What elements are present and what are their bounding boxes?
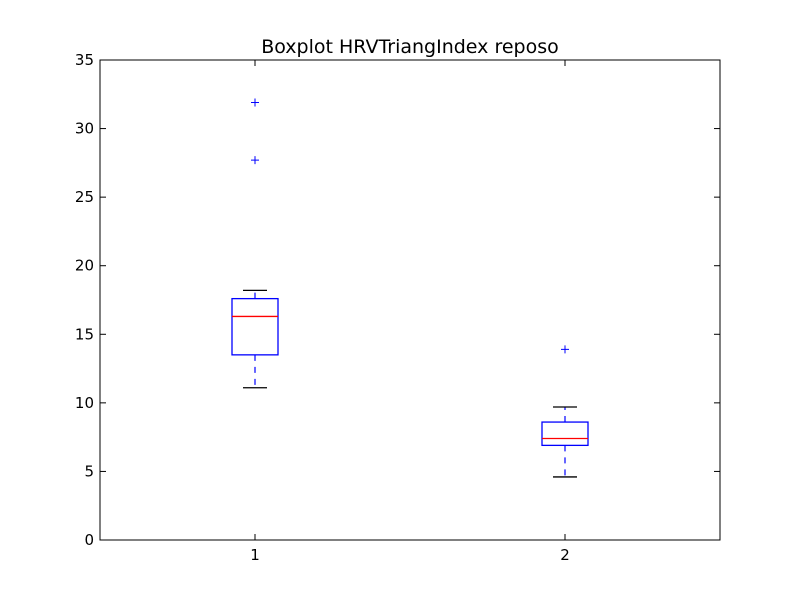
chart-title: Boxplot HRVTriangIndex reposo: [261, 36, 559, 58]
x-tick-label: 2: [560, 546, 570, 564]
box-iqr: [541, 421, 589, 447]
box-iqr: [231, 297, 279, 356]
y-tick-label: 5: [84, 462, 94, 480]
plot-area: 0 5 10 15 20 25 30 35 1 2: [75, 51, 721, 564]
y-tick-label: 15: [75, 325, 94, 343]
axes-frame: [99, 59, 721, 541]
y-tick-label: 10: [75, 394, 94, 412]
y-tick-label: 25: [75, 188, 94, 206]
y-tick-label: 35: [75, 51, 94, 69]
y-tick-label: 20: [75, 257, 94, 275]
y-tick-label: 0: [84, 531, 94, 549]
y-tick-label: 30: [75, 120, 94, 138]
x-tick-label: 1: [250, 546, 260, 564]
